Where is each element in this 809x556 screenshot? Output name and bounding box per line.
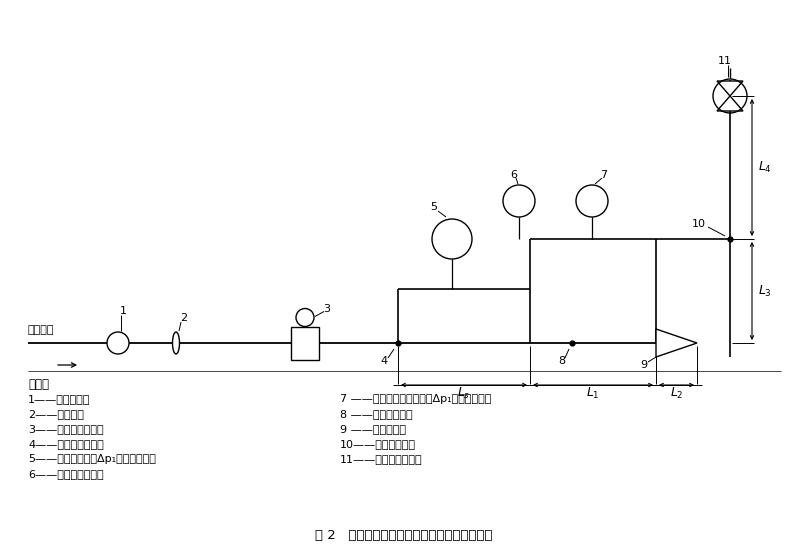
Text: 11: 11 — [718, 56, 732, 66]
Text: 压力水源: 压力水源 — [28, 325, 54, 335]
Text: 3——流量测量仪表；: 3——流量测量仪表； — [28, 424, 104, 434]
Circle shape — [107, 332, 129, 354]
Polygon shape — [717, 96, 743, 111]
Text: 6——压力测量仪表；: 6——压力测量仪表； — [28, 469, 104, 479]
Circle shape — [296, 309, 314, 326]
Text: 10: 10 — [692, 219, 706, 229]
Text: 10——下游取压孔；: 10——下游取压孔； — [340, 439, 416, 449]
Text: 4: 4 — [380, 356, 388, 366]
Text: 3: 3 — [324, 304, 331, 314]
Text: 9 ——试验阀门；: 9 ——试验阀门； — [340, 424, 406, 434]
Polygon shape — [717, 81, 743, 96]
Text: 11——下游调节阀门。: 11——下游调节阀门。 — [340, 454, 422, 464]
Text: $L_s$: $L_s$ — [457, 385, 471, 400]
Text: 1: 1 — [120, 306, 126, 316]
Text: 说明：: 说明： — [28, 378, 49, 391]
Text: $L_2$: $L_2$ — [670, 385, 684, 400]
Polygon shape — [656, 329, 697, 357]
Text: 2: 2 — [180, 313, 188, 323]
Circle shape — [432, 219, 472, 259]
Text: 4——直管段取压孔；: 4——直管段取压孔； — [28, 439, 104, 449]
Text: 7: 7 — [600, 170, 608, 180]
Text: 7 ——试验阀门管段差压（Δp₁）测量仪表；: 7 ——试验阀门管段差压（Δp₁）测量仪表； — [340, 394, 491, 404]
Text: $L_4$: $L_4$ — [758, 160, 772, 175]
Text: 5——直管段差压（Δp₁）测量仪表；: 5——直管段差压（Δp₁）测量仪表； — [28, 454, 156, 464]
Text: 图 2   角式连接试验阀门的典型试验系统布置图: 图 2 角式连接试验阀门的典型试验系统布置图 — [316, 529, 493, 542]
Text: 8 ——上游取压孔；: 8 ——上游取压孔； — [340, 409, 413, 419]
Text: 8: 8 — [558, 356, 565, 366]
Ellipse shape — [172, 332, 180, 354]
Bar — [291, 326, 319, 360]
Circle shape — [503, 185, 535, 217]
Text: $L_1$: $L_1$ — [587, 385, 599, 400]
Text: 1——上游阀门；: 1——上游阀门； — [28, 394, 91, 404]
Circle shape — [576, 185, 608, 217]
Text: 2——温度计；: 2——温度计； — [28, 409, 84, 419]
Text: 5: 5 — [430, 202, 438, 212]
Text: 6: 6 — [510, 170, 518, 180]
Text: 9: 9 — [641, 360, 647, 370]
Text: $L_3$: $L_3$ — [758, 284, 772, 299]
